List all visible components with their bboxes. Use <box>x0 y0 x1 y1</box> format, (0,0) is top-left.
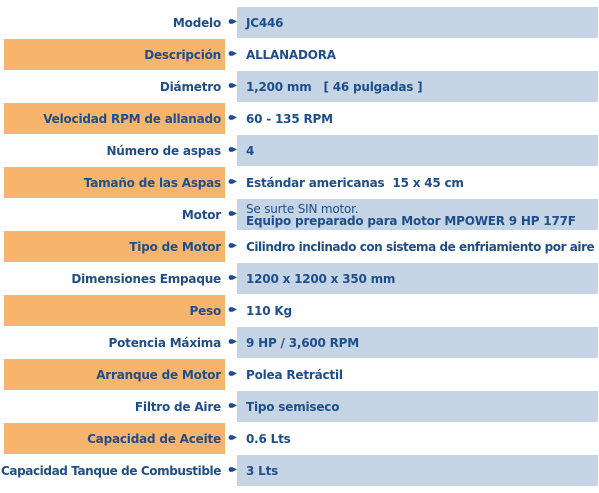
spec-value: 110 Kg <box>246 303 292 318</box>
spec-value: Se surte SIN motor. Equipo preparado par… <box>237 199 598 230</box>
bullet-arrow-icon <box>227 102 237 133</box>
spec-value: Polea Retráctil <box>246 367 343 382</box>
spec-label: Capacidad Tanque de Combustible <box>0 463 221 478</box>
spec-row-potencia: Potencia Máxima 9 HP / 3,600 RPM <box>0 326 599 358</box>
spec-label: Potencia Máxima <box>108 335 222 350</box>
spec-value: Estándar americanas 15 x 45 cm <box>246 175 464 190</box>
spec-row-tamano-aspas: Tamaño de las Aspas Estándar americanas … <box>0 166 599 198</box>
spec-value: 0.6 Lts <box>246 431 291 446</box>
spec-value: 1,200 mm [ 46 pulgadas ] <box>237 71 598 102</box>
spec-value-line: Se surte SIN motor. <box>246 201 359 216</box>
spec-label: Capacidad de Aceite <box>4 423 225 454</box>
bullet-arrow-icon <box>227 6 237 37</box>
spec-row-filtro: Filtro de Aire Tipo semiseco <box>0 390 599 422</box>
spec-label: Modelo <box>172 15 221 30</box>
spec-value: Tipo semiseco <box>237 391 598 422</box>
spec-value: ALLANADORA <box>246 47 336 62</box>
spec-row-motor: Motor Se surte SIN motor. Equipo prepara… <box>0 198 599 230</box>
spec-label: Filtro de Aire <box>134 399 221 414</box>
spec-row-modelo: Modelo JC446 <box>0 6 599 38</box>
bullet-arrow-icon <box>227 294 237 325</box>
spec-row-numero-aspas: Número de aspas 4 <box>0 134 599 166</box>
bullet-arrow-icon <box>227 230 237 261</box>
spec-value: 3 Lts <box>237 455 598 486</box>
spec-row-diametro: Diámetro 1,200 mm [ 46 pulgadas ] <box>0 70 599 102</box>
spec-label: Tipo de Motor <box>4 231 225 262</box>
spec-row-aceite: Capacidad de Aceite 0.6 Lts <box>0 422 599 454</box>
bullet-arrow-icon <box>227 326 237 357</box>
spec-row-peso: Peso 110 Kg <box>0 294 599 326</box>
spec-label: Velocidad RPM de allanado <box>4 103 225 134</box>
bullet-arrow-icon <box>227 262 237 293</box>
spec-row-dimensiones: Dimensiones Empaque 1200 x 1200 x 350 mm <box>0 262 599 294</box>
spec-value: Cilindro inclinado con sistema de enfria… <box>246 239 595 254</box>
spec-row-tipo-motor: Tipo de Motor Cilindro inclinado con sis… <box>0 230 599 262</box>
bullet-arrow-icon <box>227 422 237 453</box>
bullet-arrow-icon <box>227 358 237 389</box>
spec-label: Dimensiones Empaque <box>71 271 221 286</box>
bullet-arrow-icon <box>227 38 237 69</box>
spec-row-combustible: Capacidad Tanque de Combustible 3 Lts <box>0 454 599 486</box>
bullet-arrow-icon <box>227 134 237 165</box>
spec-label: Diámetro <box>159 79 221 94</box>
spec-row-descripcion: Descripción ALLANADORA <box>0 38 599 70</box>
spec-label: Número de aspas <box>106 143 221 158</box>
spec-value: JC446 <box>237 7 598 38</box>
spec-label: Peso <box>4 295 225 326</box>
spec-value: 1200 x 1200 x 350 mm <box>237 263 598 294</box>
spec-label: Tamaño de las Aspas <box>4 167 225 198</box>
spec-row-arranque: Arranque de Motor Polea Retráctil <box>0 358 599 390</box>
spec-label: Motor <box>181 207 221 222</box>
bullet-arrow-icon <box>227 166 237 197</box>
spec-value: 9 HP / 3,600 RPM <box>237 327 598 358</box>
spec-label: Descripción <box>4 39 225 70</box>
bullet-arrow-icon <box>227 454 237 485</box>
bullet-arrow-icon <box>227 390 237 421</box>
spec-label: Arranque de Motor <box>4 359 225 390</box>
spec-value: 4 <box>237 135 598 166</box>
bullet-arrow-icon <box>227 198 237 229</box>
bullet-arrow-icon <box>227 70 237 101</box>
spec-value: 60 - 135 RPM <box>246 111 333 126</box>
spec-value-line: Equipo preparado para Motor MPOWER 9 HP … <box>246 213 576 228</box>
spec-row-velocidad: Velocidad RPM de allanado 60 - 135 RPM <box>0 102 599 134</box>
